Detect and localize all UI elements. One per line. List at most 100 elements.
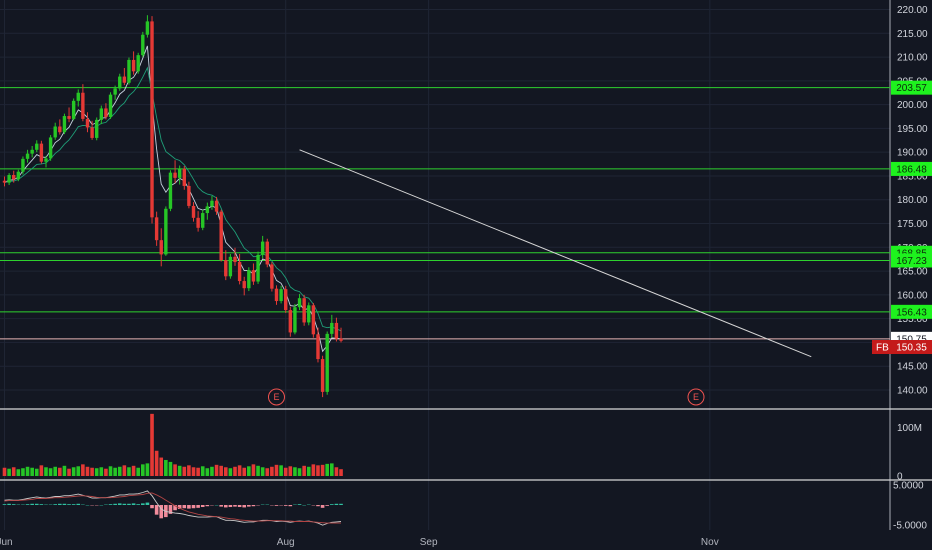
date-tick-label: Jun	[0, 537, 13, 548]
volume-bar	[334, 467, 339, 476]
candle-body	[334, 322, 339, 339]
volume-bar	[48, 468, 53, 476]
macd-histogram-bar	[7, 503, 11, 505]
candle-body	[320, 359, 325, 392]
macd-histogram-bar	[251, 505, 256, 507]
candlesticks	[2, 15, 343, 398]
date-axis[interactable]: JunAugSepNov2019FebAprMayJunAu	[0, 537, 932, 548]
volume-tick-label: 100M	[897, 423, 922, 434]
candle-body	[316, 334, 320, 360]
candle-body	[293, 307, 297, 333]
candle-body	[214, 200, 219, 212]
macd-histogram-bar	[11, 504, 16, 505]
level-price-badge	[891, 161, 932, 176]
horizontal-levels[interactable]	[0, 87, 890, 340]
candle-body	[288, 310, 293, 333]
price-tick-label: 155.00	[897, 314, 928, 325]
candle-body	[62, 116, 67, 133]
macd-histogram-bar	[339, 503, 343, 505]
grid-lines	[0, 0, 890, 530]
candle-body	[30, 149, 34, 154]
volume-bar	[302, 465, 306, 476]
candle-body	[35, 143, 39, 150]
macd-histogram-bar	[283, 505, 288, 506]
price-tick-label: 220.00	[897, 5, 928, 16]
earnings-markers[interactable]: EEE	[267, 388, 932, 406]
price-tick-label: 190.00	[897, 148, 928, 159]
volume-bar	[94, 468, 99, 476]
trendline[interactable]	[299, 149, 812, 358]
candle-body	[330, 322, 334, 334]
macd-histogram-bar	[131, 503, 136, 505]
candle-body	[260, 241, 265, 255]
volume-bar	[237, 465, 242, 476]
volume-bar	[288, 466, 293, 476]
macd-histogram-bar	[297, 504, 302, 505]
volume-bar	[311, 464, 316, 476]
candle-body	[85, 118, 90, 128]
macd-histogram-bar	[320, 505, 325, 508]
candle-body	[228, 256, 233, 277]
volume-bar	[182, 466, 187, 476]
macd-histogram-bar	[325, 505, 329, 506]
volume-bar	[58, 467, 62, 476]
volume-bar	[339, 469, 343, 476]
candle-body	[274, 288, 279, 302]
volume-bar	[214, 464, 219, 476]
candle-body	[2, 180, 7, 183]
candle-body	[16, 171, 21, 180]
candle-body	[168, 172, 173, 209]
candle-body	[76, 92, 80, 101]
candle-body	[127, 59, 131, 83]
last-price-badge-label: 150.75	[896, 334, 927, 345]
volume-bar	[141, 464, 145, 476]
volume-bar	[136, 467, 140, 476]
volume-bar	[39, 465, 44, 476]
macd-histogram-bar	[182, 505, 187, 509]
volume-bar	[76, 466, 81, 476]
candle-body	[242, 281, 246, 289]
candle-body	[233, 256, 237, 263]
volume-bar	[11, 467, 16, 476]
macd-histogram-bar	[159, 505, 164, 519]
volume-bar	[316, 465, 320, 476]
price-tick-label: 160.00	[897, 290, 928, 301]
earnings-marker[interactable]	[267, 388, 285, 406]
candle-body	[150, 21, 154, 218]
macd-histogram-bar	[191, 505, 196, 509]
volume-tick-label: 0	[897, 472, 903, 483]
volume-bar	[251, 464, 256, 476]
macd-histogram-bar	[242, 505, 247, 508]
candle-body	[58, 126, 62, 133]
candle-body	[113, 88, 117, 95]
macd-histogram-bar	[67, 504, 71, 505]
volume-bar	[325, 463, 329, 476]
macd-histogram-bar	[168, 505, 173, 514]
candle-body	[164, 208, 168, 255]
sub-pane-axes: 0 100M 5.0000 -5.0000	[893, 423, 927, 532]
candle-body	[237, 262, 242, 282]
earnings-marker[interactable]	[687, 388, 705, 406]
macd-indicator	[2, 490, 343, 526]
level-price-badge-label: 203.57	[896, 83, 927, 94]
volume-bar	[196, 467, 200, 476]
volume-bar	[223, 467, 228, 476]
price-tick-label: 145.00	[897, 362, 928, 373]
candle-body	[247, 270, 251, 289]
volume-bars	[2, 413, 343, 476]
macd-histogram-bar	[122, 503, 127, 505]
volume-bar	[320, 464, 325, 476]
volume-bar	[187, 465, 191, 476]
volume-bar	[205, 468, 210, 476]
volume-bar	[154, 450, 159, 476]
trendline-group[interactable]	[299, 149, 812, 358]
volume-bar	[30, 467, 34, 476]
level-price-badge	[891, 253, 932, 268]
date-tick-label: Aug	[277, 537, 295, 548]
candle-body	[191, 205, 196, 218]
level-price-badge-label: 156.43	[896, 307, 927, 318]
volume-bar	[62, 465, 67, 476]
volume-bar	[145, 463, 150, 476]
candle-body	[53, 126, 57, 138]
